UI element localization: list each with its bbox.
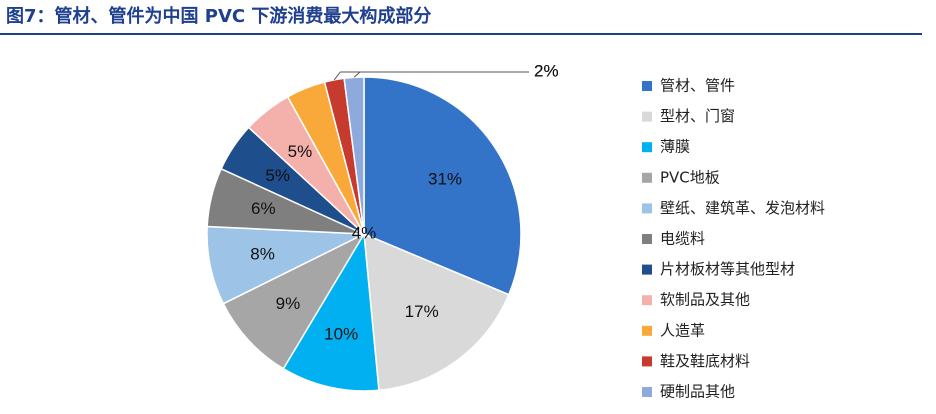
slice-label: 6% [251, 199, 276, 218]
legend-label: 管材、管件 [660, 77, 735, 95]
slice-label: 9% [276, 294, 301, 313]
legend-label: 型材、门窗 [660, 107, 735, 125]
slice-label: 2% [534, 61, 559, 80]
legend-swatch [642, 111, 652, 122]
legend-label: PVC地板 [660, 168, 720, 186]
legend-swatch [642, 325, 652, 336]
legend-swatch [642, 356, 652, 367]
slice-label: 31% [428, 170, 462, 189]
legend-swatch [642, 295, 652, 306]
pie-slice [222, 232, 366, 370]
slice-label: 5% [265, 166, 290, 185]
pie-slice [363, 76, 522, 296]
slice-label: 17% [405, 302, 439, 321]
legend-swatch [642, 387, 652, 397]
slice-label: 4% [352, 223, 377, 242]
legend-swatch [642, 234, 652, 244]
slice-label: 8% [250, 245, 275, 264]
slice-label: 2% [534, 61, 559, 80]
slice-labels: 31%17%10%9%8%6%5%5%4%2%2% [250, 61, 558, 343]
legend-label: 硬制品其他 [660, 383, 735, 401]
leader-line [353, 71, 529, 78]
title-divider [0, 33, 922, 35]
slice-label: 10% [324, 325, 358, 344]
legend-label: 人造革 [660, 321, 705, 339]
legend-swatch [642, 264, 652, 275]
legend-swatch [642, 172, 652, 183]
figure-title: 图7：管材、管件为中国 PVC 下游消费最大构成部分 [6, 6, 432, 27]
legend-label: 电缆料 [660, 230, 705, 248]
legend-label: 鞋及鞋底材料 [660, 352, 750, 370]
legend-label: 软制品及其他 [660, 291, 750, 309]
pie-slice [363, 232, 510, 392]
legend-label: 薄膜 [660, 138, 690, 156]
pie-slices [206, 76, 522, 392]
pie-slice [282, 231, 380, 392]
leader-lines [333, 71, 529, 81]
legend-swatch [642, 81, 652, 91]
slice-label: 5% [288, 142, 313, 161]
legend-label: 片材板材等其他型材 [660, 260, 795, 278]
legend-swatch [642, 203, 652, 214]
legend-swatch [642, 142, 652, 153]
legend-label: 壁纸、建筑革、发泡材料 [660, 199, 825, 217]
